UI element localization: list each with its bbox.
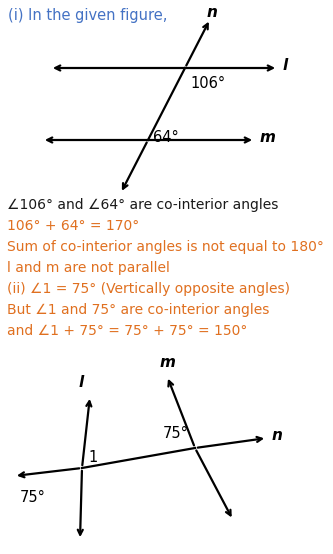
Text: But ∠1 and 75° are co-interior angles: But ∠1 and 75° are co-interior angles — [7, 303, 269, 317]
Text: 106° + 64° = 170°: 106° + 64° = 170° — [7, 219, 139, 233]
Text: n: n — [272, 428, 283, 444]
Text: 75°: 75° — [163, 425, 189, 440]
Text: 1: 1 — [88, 450, 97, 465]
Text: 106°: 106° — [190, 76, 225, 91]
Text: (ii) ∠1 = 75° (Vertically opposite angles): (ii) ∠1 = 75° (Vertically opposite angle… — [7, 282, 290, 296]
Text: and ∠1 + 75° = 75° + 75° = 150°: and ∠1 + 75° = 75° + 75° = 150° — [7, 324, 247, 338]
Text: (i) In the given figure,: (i) In the given figure, — [8, 8, 167, 23]
Text: 64°: 64° — [153, 130, 179, 145]
Text: m: m — [159, 355, 175, 370]
Text: l: l — [79, 375, 84, 390]
Text: n: n — [207, 5, 217, 20]
Text: l and m are not parallel: l and m are not parallel — [7, 261, 170, 275]
Text: m: m — [260, 131, 276, 146]
Text: ∠106° and ∠64° are co-interior angles: ∠106° and ∠64° are co-interior angles — [7, 198, 278, 212]
Text: Sum of co-interior angles is not equal to 180°: Sum of co-interior angles is not equal t… — [7, 240, 324, 254]
Text: 75°: 75° — [20, 490, 46, 505]
Text: l: l — [283, 59, 288, 74]
